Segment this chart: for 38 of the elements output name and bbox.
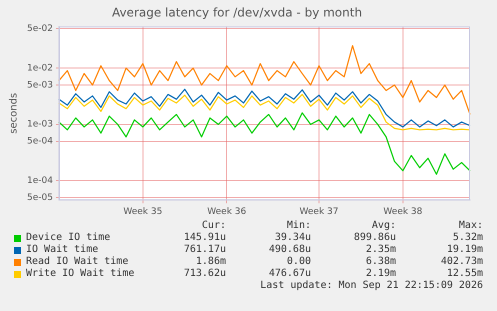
- text: 5.32m: [452, 232, 483, 243]
- text: Cur:: [202, 220, 226, 231]
- text: 713.62u: [184, 268, 226, 279]
- x-tick-label: Week 38: [383, 206, 423, 217]
- text: Last update: Mon Sep 21 22:15:09 2026: [260, 280, 483, 291]
- text: 2.35m: [366, 244, 396, 255]
- text: 0.00: [286, 256, 311, 267]
- x-tick-label: Week 37: [300, 206, 338, 217]
- y-axis-title: seconds: [8, 92, 20, 134]
- y-tick-label: 5e-02: [26, 24, 53, 34]
- y-tick-label: 1e-02: [26, 63, 53, 74]
- legend-label: Write IO Wait time: [26, 268, 134, 279]
- text: 6.38m: [366, 256, 396, 267]
- text: Max:: [458, 220, 483, 231]
- text: 12.55m: [446, 268, 483, 279]
- text: 19.19m: [446, 244, 483, 255]
- y-tick-label: 5e-05: [26, 192, 53, 203]
- text: 145.91u: [184, 232, 226, 243]
- text: 761.17u: [184, 244, 226, 255]
- text: Min:: [286, 220, 311, 231]
- y-tick-label: 5e-03: [26, 80, 53, 90]
- y-tick-label: 5e-04: [26, 136, 54, 147]
- legend-label: IO Wait time: [26, 244, 98, 255]
- text: 39.34u: [274, 232, 311, 243]
- text: 2.19m: [366, 268, 396, 279]
- text: 1.86m: [196, 256, 226, 267]
- text: Avg:: [372, 220, 396, 231]
- text: 476.67u: [268, 268, 311, 279]
- y-tick-label: 1e-03: [26, 120, 53, 130]
- chart-title: Average latency for /dev/xvda - by month: [112, 5, 362, 20]
- y-tick-label: 1e-04: [26, 176, 54, 186]
- text: 899.86u: [354, 232, 396, 243]
- text: 402.73m: [440, 256, 483, 267]
- text: 490.68u: [268, 244, 311, 255]
- legend-label: Read IO Wait time: [26, 256, 128, 267]
- x-tick-label: Week 36: [207, 206, 246, 217]
- legend-label: Device IO time: [26, 232, 110, 243]
- x-tick-label: Week 35: [123, 206, 162, 217]
